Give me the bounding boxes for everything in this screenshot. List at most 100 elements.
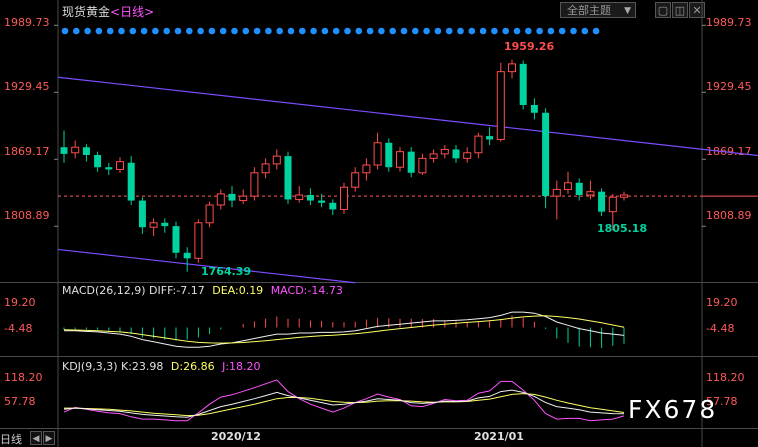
candle-body bbox=[172, 226, 180, 253]
timeframe-label[interactable]: <日线> bbox=[110, 5, 155, 19]
kdj-axis-label-left: 57.78 bbox=[4, 395, 36, 408]
kdj-k-line bbox=[63, 389, 625, 418]
candle-body bbox=[183, 252, 191, 259]
candle-body bbox=[486, 136, 494, 140]
candle-body bbox=[463, 152, 472, 159]
macd-diff-line bbox=[64, 311, 625, 348]
kdj-axis-label-right: 118.20 bbox=[706, 371, 745, 384]
window-split-icon[interactable]: ◫ bbox=[672, 2, 688, 18]
price-axis-label-left: 1989.73 bbox=[4, 16, 50, 29]
event-dot bbox=[491, 27, 498, 35]
event-dot bbox=[389, 27, 397, 35]
event-dot bbox=[84, 27, 91, 35]
price-axis-label-left: 1929.45 bbox=[4, 80, 50, 93]
watermark-logo: FX678 bbox=[628, 395, 718, 424]
kdj-axis-label-left: 118.20 bbox=[4, 371, 43, 384]
trendline bbox=[57, 76, 758, 157]
candle-body bbox=[71, 146, 80, 154]
candle-body bbox=[116, 161, 124, 170]
macd-panel bbox=[63, 311, 625, 348]
macd-dea: DEA:0.19 bbox=[212, 284, 264, 297]
event-dot bbox=[129, 27, 137, 35]
kdj-d-line bbox=[64, 393, 625, 417]
candle-body bbox=[620, 194, 628, 198]
candle-body bbox=[519, 63, 527, 105]
candle-body bbox=[340, 186, 348, 210]
candlesticks bbox=[60, 59, 628, 272]
event-dot bbox=[231, 27, 238, 35]
macd-dea-line bbox=[63, 315, 625, 344]
candle-body bbox=[329, 202, 337, 210]
candle-body bbox=[82, 147, 90, 155]
window-restore-icon[interactable]: ▢ bbox=[655, 2, 671, 18]
kdj-panel bbox=[63, 379, 625, 422]
kdj-d: D:26.86 bbox=[170, 360, 215, 373]
candle-body bbox=[552, 188, 561, 197]
price-axis-label-left: 1808.89 bbox=[4, 209, 50, 222]
kdj-params: KDJ(9,3,3) bbox=[62, 360, 118, 373]
scroll-left-icon[interactable]: ◀ bbox=[30, 431, 42, 445]
candle-body bbox=[440, 148, 449, 155]
price-axis-label-right: 1808.89 bbox=[706, 209, 752, 222]
scroll-right-icon[interactable]: ▶ bbox=[43, 431, 55, 445]
x-axis-label: 2021/01 bbox=[474, 430, 524, 443]
macd-diff: DIFF:-7.17 bbox=[149, 284, 205, 297]
macd-axis-label-right: -4.48 bbox=[706, 322, 735, 335]
theme-select-label: 全部主题 bbox=[567, 4, 611, 17]
candle-body bbox=[575, 182, 583, 195]
event-dot bbox=[299, 27, 306, 35]
event-dot bbox=[457, 27, 464, 35]
candle-body bbox=[362, 164, 371, 174]
candle-body bbox=[272, 155, 281, 165]
event-dot bbox=[378, 27, 385, 35]
kdj-k: K:23.98 bbox=[121, 360, 164, 373]
event-dot bbox=[570, 27, 577, 35]
event-dot bbox=[163, 27, 170, 35]
event-dot bbox=[61, 27, 69, 35]
candle-body bbox=[385, 142, 393, 168]
event-dot bbox=[197, 27, 204, 35]
candle-body bbox=[608, 196, 617, 213]
candle-body bbox=[542, 112, 550, 197]
macd-value: MACD:-14.73 bbox=[270, 284, 343, 297]
event-dot bbox=[366, 27, 374, 35]
price-axis-label-left: 1869.17 bbox=[4, 145, 50, 158]
candle-body bbox=[418, 157, 427, 174]
last-low-price-label: 1805.18 bbox=[597, 222, 648, 235]
event-dot bbox=[445, 27, 453, 35]
event-dot bbox=[536, 27, 543, 35]
theme-select[interactable]: 全部主题 ▼ bbox=[560, 2, 636, 18]
trendline bbox=[57, 248, 356, 284]
trendlines bbox=[57, 76, 758, 284]
candle-body bbox=[306, 195, 314, 201]
event-dot bbox=[502, 27, 510, 35]
event-dots bbox=[61, 27, 600, 35]
event-dot bbox=[276, 27, 284, 35]
window-close-icon[interactable]: ✕ bbox=[689, 2, 705, 18]
kdj-legend: KDJ(9,3,3) K:23.98 D:26.86 J:18.20 bbox=[62, 360, 261, 373]
high-price-label: 1959.26 bbox=[504, 40, 555, 53]
candle-body bbox=[228, 193, 236, 201]
candle-body bbox=[564, 182, 572, 190]
triangle-down-icon: ▼ bbox=[624, 6, 631, 16]
event-dot bbox=[242, 27, 250, 35]
event-dot bbox=[355, 27, 363, 35]
candle-body bbox=[407, 151, 415, 173]
price-axis-label-right: 1989.73 bbox=[706, 16, 752, 29]
event-dot bbox=[412, 27, 419, 35]
candle-body bbox=[261, 163, 270, 174]
event-dot bbox=[581, 27, 589, 35]
event-dot bbox=[73, 27, 80, 35]
low-price-label: 1764.39 bbox=[201, 265, 252, 278]
kdj-j-line bbox=[63, 379, 625, 422]
instrument-title: 现货黄金<日线> bbox=[62, 3, 154, 20]
candle-body bbox=[508, 63, 516, 73]
candle-body bbox=[205, 204, 214, 224]
candle-body bbox=[396, 151, 404, 168]
macd-axis-label-left: -4.48 bbox=[4, 322, 33, 335]
candle-body bbox=[250, 172, 259, 197]
event-dot bbox=[174, 27, 182, 35]
event-dot bbox=[310, 27, 317, 35]
candle-body bbox=[351, 172, 360, 188]
